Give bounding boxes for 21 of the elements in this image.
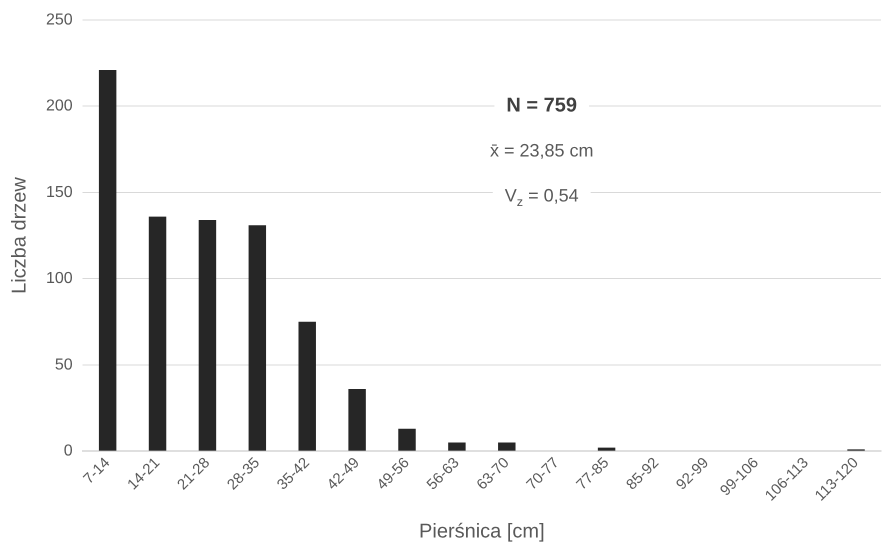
bar (298, 322, 316, 451)
x-tick-label: 7-14 (80, 454, 114, 488)
y-tick-label: 0 (64, 442, 73, 460)
y-tick-label: 250 (46, 11, 73, 28)
bar (98, 70, 116, 451)
y-tick-label: 100 (46, 270, 73, 288)
bar (148, 216, 166, 451)
bar (448, 442, 466, 451)
bar (498, 442, 516, 451)
y-tick-label: 200 (46, 98, 73, 115)
bar (348, 389, 366, 451)
bar (248, 225, 266, 451)
y-axis-title: Liczba drzew (8, 176, 31, 294)
bar (198, 220, 216, 451)
bar (398, 428, 416, 451)
x-axis-title: Pierśnica [cm] (419, 520, 545, 543)
y-tick-label: 50 (54, 356, 73, 374)
annotation: N = 759 (506, 94, 578, 117)
annotation: x̄ = 23,85 cm (490, 140, 594, 160)
y-tick-label: 150 (46, 184, 73, 201)
bar (598, 448, 616, 451)
